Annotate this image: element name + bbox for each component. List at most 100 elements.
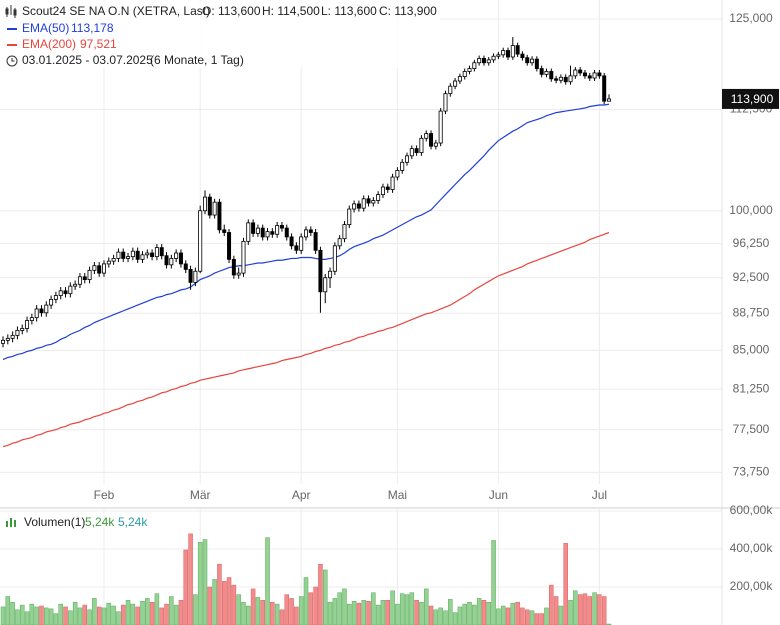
vol-icon — [10, 518, 12, 527]
candle-body — [318, 249, 323, 293]
y-tick-label: 96,250 — [733, 236, 770, 250]
y-tick-label: 85,000 — [733, 343, 770, 357]
last-price-badge — [722, 88, 779, 109]
volume-bar — [135, 606, 140, 625]
volume-bar — [279, 609, 285, 625]
candle-body — [222, 229, 227, 233]
icon-body — [5, 8, 9, 15]
candle-body — [188, 269, 193, 283]
volume-bar — [34, 606, 39, 625]
volume-tick-label: 200,00k — [730, 579, 774, 593]
legend-value: 113,178 — [71, 21, 114, 35]
candle-body — [438, 110, 443, 144]
candle-body — [212, 201, 217, 216]
candle-body — [558, 76, 563, 81]
volume-bar — [322, 569, 328, 625]
volume-bar — [44, 607, 49, 625]
candle-body — [145, 252, 150, 256]
volume-bar — [289, 598, 294, 625]
volume-bar — [366, 601, 371, 625]
period: (6 Monate, 1 Tag) — [150, 53, 244, 67]
volume-bar — [524, 609, 530, 625]
candle-body — [602, 75, 607, 102]
volume-bar — [549, 584, 554, 625]
ohlc-value: O: 113,600 — [202, 4, 261, 18]
volume-bar — [188, 533, 193, 625]
volume-title: Volumen(1) — [24, 515, 85, 529]
candle-body — [20, 328, 25, 331]
candle-body — [578, 69, 583, 74]
volume-value: 5,24k — [85, 515, 115, 529]
volume-bar — [500, 605, 506, 625]
candle-body — [477, 58, 482, 64]
volume-bar — [577, 594, 583, 625]
candle-body — [202, 196, 207, 212]
candle-body — [116, 251, 121, 259]
volume-bar — [491, 540, 496, 625]
volume-bar — [236, 594, 241, 625]
volume-bar — [428, 605, 434, 625]
volume-bar — [433, 609, 439, 625]
candle-body — [385, 186, 390, 190]
volume-bar — [274, 603, 280, 625]
volume-bar — [10, 601, 15, 625]
candle-body — [193, 270, 198, 283]
y-tick-label: 81,250 — [733, 381, 770, 395]
volume-bar — [58, 603, 63, 625]
volume-bar — [193, 594, 198, 625]
volume-bar — [486, 601, 492, 625]
candle-body — [87, 269, 92, 280]
candle-body — [568, 75, 573, 83]
candle-body — [284, 227, 289, 238]
volume-bar — [448, 599, 453, 625]
candle-body — [198, 210, 203, 272]
y-tick-label: 88,750 — [733, 305, 770, 319]
candle-body — [251, 222, 256, 234]
volume-bar — [149, 601, 155, 625]
volume-bar — [125, 600, 131, 625]
volume-bar — [250, 588, 256, 625]
volume-bar — [568, 600, 573, 625]
candle-body — [457, 76, 462, 82]
volume-bar — [443, 610, 448, 625]
candle-body — [549, 71, 554, 80]
candle-body — [63, 290, 68, 295]
candle-body — [178, 252, 183, 265]
volume-bar — [260, 600, 265, 625]
volume-bar — [347, 603, 352, 625]
clock-icon — [6, 55, 18, 67]
volume-bar — [520, 607, 525, 625]
candle-body — [308, 229, 313, 233]
candle-body — [275, 225, 280, 235]
candle-body — [347, 208, 352, 226]
candle-body — [582, 72, 587, 77]
candle-body — [15, 329, 20, 336]
candle-body — [505, 50, 510, 58]
candle-body — [289, 236, 294, 247]
candle-body — [424, 133, 429, 139]
volume-bar — [101, 607, 107, 625]
volume-bar — [82, 604, 88, 625]
candle-body — [328, 270, 333, 279]
ohlc-value: C: 113,900 — [379, 4, 437, 18]
volume-bar — [68, 610, 73, 625]
x-tick-label: Feb — [94, 488, 115, 502]
candle-body — [154, 247, 159, 258]
volume-bar — [217, 563, 222, 625]
candle-body — [453, 80, 458, 87]
y-tick-label: 77,500 — [733, 422, 770, 436]
candle-body — [58, 290, 63, 296]
volume-bar — [534, 613, 540, 625]
last-price-label: 113,900 — [731, 92, 774, 106]
candle-body — [270, 231, 275, 235]
candle-body — [279, 225, 284, 229]
candle-body — [169, 258, 174, 266]
volume-bar — [246, 605, 251, 625]
volume-bar — [207, 586, 213, 625]
candle-body — [371, 200, 376, 204]
candle-body — [520, 53, 525, 59]
volume-bar — [481, 600, 487, 625]
candle-body — [429, 133, 434, 147]
